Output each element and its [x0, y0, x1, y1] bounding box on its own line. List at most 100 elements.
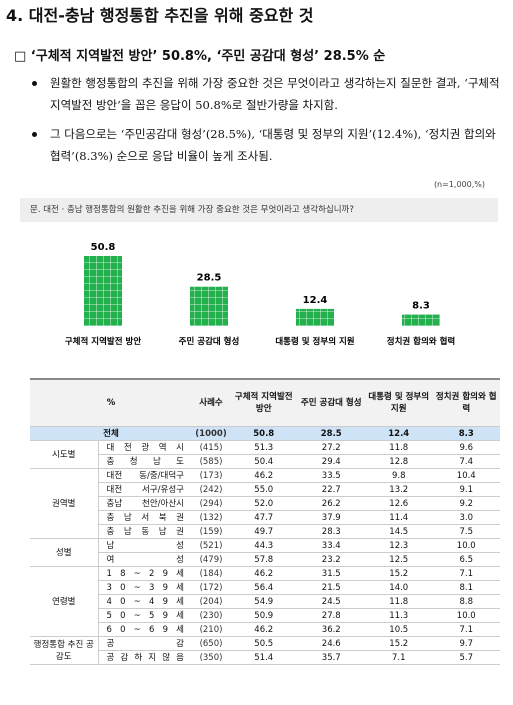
data-row: 권역별 대전 동/중/대덕구 (173) 46.2 33.5 9.8 10.4: [30, 468, 500, 539]
bullet-dot: [32, 132, 37, 137]
cell: 3.0: [432, 510, 500, 525]
row-label: 대 전 광 역 시: [98, 440, 192, 455]
cell: 29.4: [297, 454, 365, 469]
group-label: 시도별: [30, 440, 99, 469]
bullet-text: 그 다음으로는 ‘주민공감대 형성’(28.5%), ‘대통령 및 정부의 지원…: [50, 127, 496, 163]
data-row: 충남 천안/아산시 (294) 52.0 26.2 12.6 9.2: [30, 496, 500, 511]
category-label: 대통령 및 정부의 지원: [275, 336, 354, 347]
cell: 27.2: [297, 440, 365, 455]
data-row: 5 0 ~ 5 9 세 (230) 50.9 27.8 11.3 10.0: [30, 608, 500, 623]
row-label: 4 0 ~ 4 9 세: [98, 594, 192, 609]
row-label: 공 감: [98, 636, 192, 651]
data-row: 여 성 (479) 57.8 23.2 12.5 6.5: [30, 552, 500, 567]
cell: 9.7: [432, 636, 500, 651]
cell: (650): [192, 636, 230, 651]
summary: □ ‘구체적 지역발전 방안’ 50.8%, ‘주민 공감대 형성’ 28.5%…: [14, 49, 386, 64]
cell: 11.8: [365, 594, 433, 609]
cell: (172): [192, 580, 230, 595]
cell: (230): [192, 608, 230, 623]
cell: 12.6: [365, 496, 433, 511]
cell: 7.5: [432, 524, 500, 539]
bullets: 원활한 행정통합의 추진을 위해 가장 중요한 것은 무엇이라고 생각하는지 질…: [30, 72, 500, 174]
cell: 52.0: [230, 496, 298, 511]
cell: 26.2: [297, 496, 365, 511]
data-row: 시도별 대 전 광 역 시 (415) 51.3 27.2 11.8 9.6: [30, 440, 500, 469]
cell: (159): [192, 524, 230, 539]
cell: 9.1: [432, 482, 500, 497]
cell: 33.5: [297, 468, 365, 483]
cell: 14.0: [365, 580, 433, 595]
row-label: 충 남 동 남 권: [98, 524, 192, 539]
value-label: 12.4: [303, 295, 328, 306]
row-label: 대전 서구/유성구: [98, 482, 192, 497]
cell: 24.5: [297, 594, 365, 609]
cell: 12.8: [365, 454, 433, 469]
cell: (210): [192, 622, 230, 637]
cell: (350): [192, 650, 230, 665]
data-row: 충 남 동 남 권 (159) 49.7 28.3 14.5 7.5: [30, 524, 500, 539]
cell: 21.5: [297, 580, 365, 595]
cell: (173): [192, 468, 230, 483]
cell: 47.7: [230, 510, 298, 525]
cell: 9.6: [432, 440, 500, 455]
question: 문. 대전 · 충남 행정통합의 원활한 추진을 위해 가장 중요한 것은 무엇…: [20, 198, 498, 222]
cell: 7.4: [432, 454, 500, 469]
data-row: 3 0 ~ 3 9 세 (172) 56.4 21.5 14.0 8.1: [30, 580, 500, 595]
cell: 6.5: [432, 552, 500, 567]
data-row: 충 청 남 도 (585) 50.4 29.4 12.8 7.4: [30, 454, 500, 469]
cell: 28.5: [297, 426, 365, 441]
cell: 10.0: [432, 608, 500, 623]
cell: 7.1: [432, 566, 500, 581]
group-label: 행정통합 추진 공감도: [30, 636, 99, 665]
data-row: 충 남 서 북 권 (132) 47.7 37.9 11.4 3.0: [30, 510, 500, 525]
category-label: 정치권 합의와 협력: [387, 336, 455, 347]
row-label: 공 감 하 지 않 음: [98, 650, 192, 665]
group-label: 성별: [30, 538, 99, 567]
cell: (415): [192, 440, 230, 455]
crosstab: % 사례수 구체적 지역발전 방안 주민 공감대 형성 대통령 및 정부의 지원 정치권 …: [30, 378, 500, 665]
cell: 10.4: [432, 468, 500, 483]
cell: 46.2: [230, 566, 298, 581]
cell: 55.0: [230, 482, 298, 497]
cell: 24.6: [297, 636, 365, 651]
data-row: 대전 서구/유성구 (242) 55.0 22.7 13.2 9.1: [30, 482, 500, 497]
chart: 50.8 구체적 지역발전 방안 28.5 주민 공감대 형성 12.4 대통령 및 정부…: [65, 242, 455, 347]
cell: 10.5: [365, 622, 433, 637]
bar-pattern: [84, 256, 122, 326]
row-label: 3 0 ~ 3 9 세: [98, 580, 192, 595]
bar-pattern: [402, 314, 440, 326]
cell: (585): [192, 454, 230, 469]
data-row: 연령별 1 8 ~ 2 9 세 (184) 46.2 31.5 15.2 7.1: [30, 566, 500, 637]
cell: 46.2: [230, 468, 298, 483]
cell: 15.2: [365, 636, 433, 651]
cell: (184): [192, 566, 230, 581]
bullet-dot: [32, 81, 37, 86]
cell: (294): [192, 496, 230, 511]
value-label: 50.8: [91, 242, 116, 253]
row-label: 여 성: [98, 552, 192, 567]
cell: 44.3: [230, 538, 298, 553]
cell: 51.4: [230, 650, 298, 665]
cell: 5.7: [432, 650, 500, 665]
cell: 9.8: [365, 468, 433, 483]
cell: 50.4: [230, 454, 298, 469]
row-label: 충 청 남 도: [98, 454, 192, 469]
header-row: % 사례수 구체적 지역발전 방안 주민 공감대 형성 대통령 및 정부의 지원 정치권 …: [30, 378, 500, 427]
cell: 14.5: [365, 524, 433, 539]
bar-pattern: [190, 286, 228, 326]
cell: (132): [192, 510, 230, 525]
category-label: 구체적 지역발전 방안: [65, 336, 141, 347]
cell: (479): [192, 552, 230, 567]
cell: 36.2: [297, 622, 365, 637]
cell: 23.2: [297, 552, 365, 567]
note: (n=1,000,%): [433, 180, 485, 189]
cell: 12.4: [365, 426, 433, 441]
group-label: 연령별: [30, 566, 99, 637]
total-row: 전체 (1000) 50.8 28.5 12.4 8.3: [30, 426, 500, 441]
bullet-text: 원활한 행정통합의 추진을 위해 가장 중요한 것은 무엇이라고 생각하는지 질…: [50, 76, 500, 112]
cell: 46.2: [230, 622, 298, 637]
cell: 11.4: [365, 510, 433, 525]
column-header: 정치권 합의와 협력: [432, 378, 500, 427]
data-row: 4 0 ~ 4 9 세 (204) 54.9 24.5 11.8 8.8: [30, 594, 500, 609]
